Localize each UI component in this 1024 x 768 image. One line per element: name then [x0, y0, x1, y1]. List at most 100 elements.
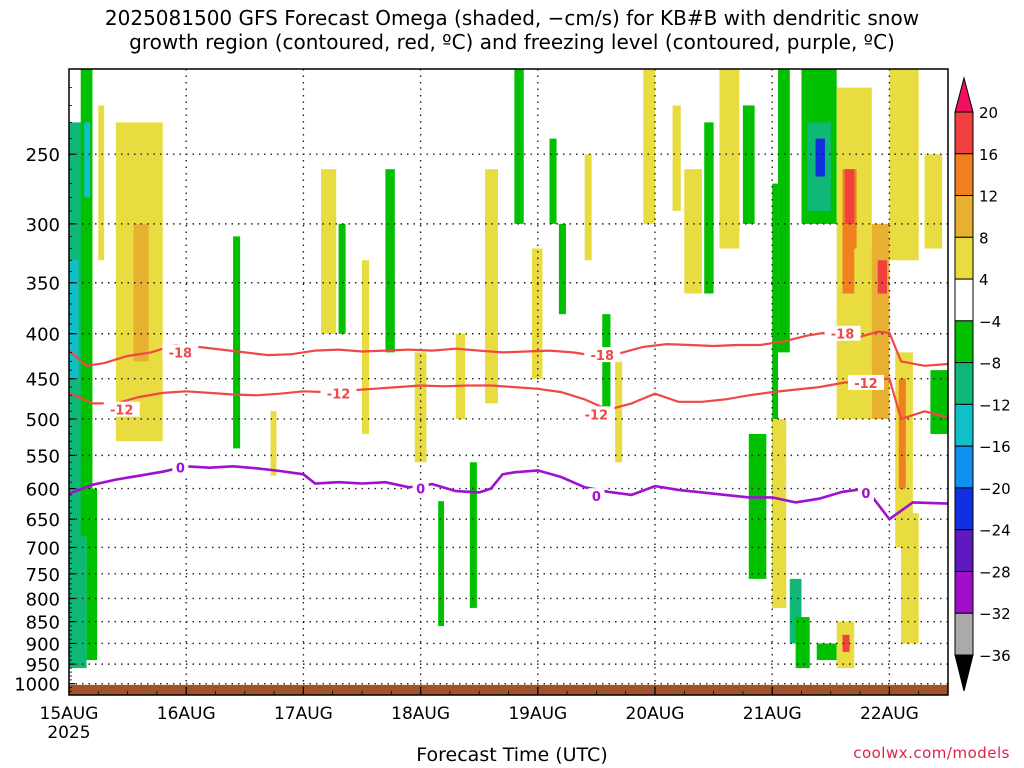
y-tick-label: 550: [26, 446, 60, 467]
omega-cell: [86, 488, 98, 661]
y-tick-label: 250: [26, 145, 60, 166]
omega-cell: [930, 370, 948, 434]
omega-cell: [615, 361, 623, 463]
contour-label: 0: [176, 462, 185, 477]
contour-label: 0: [861, 487, 870, 502]
omega-cell: [815, 138, 825, 177]
contour-line-0: [69, 464, 948, 521]
omega-cell: [233, 236, 241, 449]
y-tick-label: 750: [26, 565, 60, 586]
colorbar-box: [954, 403, 974, 447]
omega-cell: [778, 69, 790, 353]
omega-cell: [795, 617, 810, 669]
colorbar-box: [954, 236, 974, 280]
omega-cell: [772, 418, 787, 608]
omega-cell: [98, 105, 105, 261]
omega-cell: [748, 433, 767, 579]
omega-cell: [704, 122, 714, 294]
omega-cell: [684, 169, 702, 294]
y-tick-label: 450: [26, 370, 60, 391]
contour-label-bg: [162, 344, 199, 360]
contour-label: 0: [592, 490, 601, 505]
contour-label: -12: [854, 377, 878, 392]
colorbar-label: −28: [979, 563, 1011, 581]
colorbar-label: −12: [979, 396, 1011, 414]
omega-cell: [602, 314, 611, 419]
omega-cell: [514, 69, 524, 224]
credit-link[interactable]: coolwx.com/models: [853, 744, 1010, 762]
x-tick-label: 18AUG: [391, 704, 450, 724]
colorbar-box: [954, 320, 974, 364]
chart-title: 2025081500 GFS Forecast Omega (shaded, −…: [104, 6, 920, 54]
colorbar-label: −16: [979, 438, 1011, 456]
omega-cell: [889, 69, 919, 261]
omega-cell: [385, 169, 395, 353]
omega-cell: [485, 169, 498, 404]
omega-cell: [842, 634, 850, 652]
omega-cell: [643, 69, 655, 224]
contour-label: -12: [585, 408, 609, 423]
omega-cell: [362, 260, 370, 434]
omega-cell: [338, 223, 346, 334]
colorbar-label: 16: [979, 146, 998, 164]
omega-cell: [719, 69, 740, 249]
omega-cell: [270, 411, 277, 476]
contour-line--18: [69, 330, 948, 367]
contour-label-bg: [857, 485, 874, 501]
colorbar-box: [954, 153, 974, 197]
contour-label-bg: [172, 459, 189, 475]
omega-cell: [320, 169, 337, 334]
colorbar-label: 4: [979, 271, 989, 289]
y-tick-label: 950: [26, 655, 60, 676]
contour-label-bg: [578, 406, 615, 422]
contour-label-bg: [103, 401, 140, 417]
x-axis-title: Forecast Time (UTC): [416, 744, 608, 766]
omega-cell: [772, 183, 779, 579]
contour-label: -18: [591, 349, 615, 364]
omega-cell: [924, 154, 943, 249]
colorbar-label: 12: [979, 188, 998, 206]
omega-cell: [549, 138, 557, 224]
colorbar-box: [954, 487, 974, 531]
colorbar-label: −4: [979, 313, 1001, 331]
omega-cell: [816, 643, 837, 661]
omega-cell: [438, 501, 445, 627]
omega-cell: [558, 223, 566, 315]
contour-label: 0: [416, 483, 425, 498]
x-tick-label: 20AUG: [626, 704, 685, 724]
contour-label-bg: [584, 347, 621, 363]
colorbar-box: [954, 612, 974, 656]
colorbar-box: [954, 278, 974, 322]
plot-area: -18 -18 -18 -12 -12 -12 -12 0 0 0 0: [69, 69, 948, 695]
colorbar-label: −8: [979, 355, 1001, 373]
contour-label: -18: [169, 346, 193, 361]
omega-cell: [584, 154, 592, 261]
colorbar-box: [954, 529, 974, 572]
colorbar-label: −32: [979, 605, 1011, 623]
colorbar-label: −20: [979, 480, 1011, 498]
omega-cell: [901, 513, 919, 644]
colorbar-box: [954, 570, 974, 614]
contour-label-bg: [824, 325, 861, 341]
x-tick-label: 15AUG: [40, 704, 99, 724]
y-tick-label: 500: [26, 410, 60, 431]
omega-cell: [877, 260, 888, 294]
omega-cell: [69, 260, 79, 379]
y-tick-label: 300: [26, 215, 60, 236]
x-year-label: 2025: [47, 723, 90, 743]
contour-label: -12: [110, 404, 134, 419]
colorbar-box: [954, 362, 974, 405]
contour-label-bg: [847, 374, 884, 390]
contour-label: -12: [327, 388, 351, 403]
omega-cell: [84, 122, 91, 198]
y-tick-label: 850: [26, 613, 60, 634]
omega-cell: [789, 578, 802, 644]
colorbar-box: [954, 111, 974, 155]
y-tick-label: 400: [26, 325, 60, 346]
omega-cell: [133, 223, 149, 362]
omega-cell: [742, 105, 755, 224]
omega-cell: [898, 378, 906, 489]
y-tick-label: 600: [26, 480, 60, 501]
y-tick-label: 900: [26, 634, 60, 655]
